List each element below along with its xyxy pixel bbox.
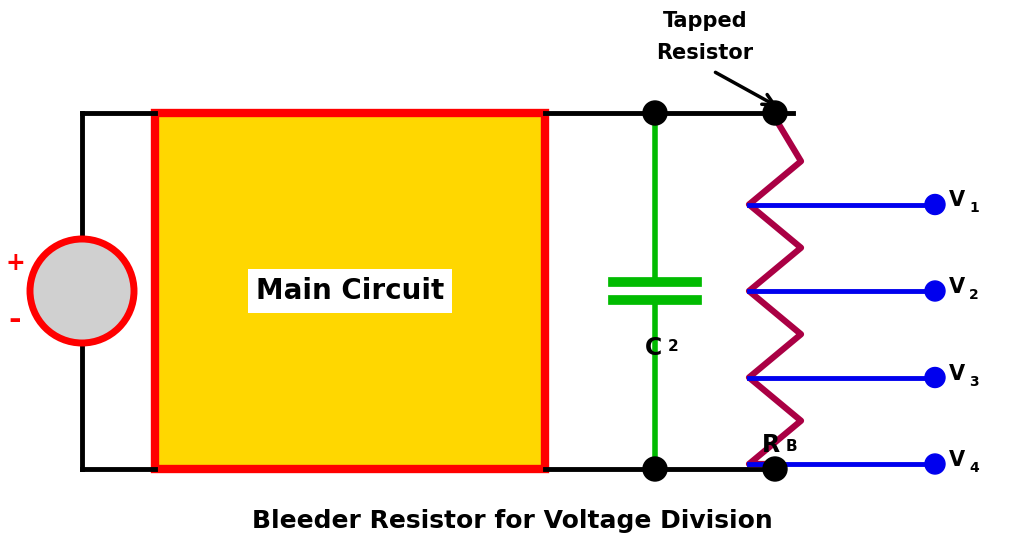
Text: 4: 4 xyxy=(969,461,979,475)
Circle shape xyxy=(763,457,787,481)
Text: 2: 2 xyxy=(668,339,678,354)
Circle shape xyxy=(643,457,667,481)
Circle shape xyxy=(925,195,945,214)
Text: Tapped: Tapped xyxy=(663,11,748,31)
Text: 3: 3 xyxy=(969,375,979,388)
Circle shape xyxy=(925,454,945,474)
Circle shape xyxy=(925,368,945,387)
Text: 2: 2 xyxy=(969,288,979,302)
Circle shape xyxy=(763,101,787,125)
FancyBboxPatch shape xyxy=(155,113,545,469)
Circle shape xyxy=(643,101,667,125)
Text: -: - xyxy=(8,306,22,336)
Text: V: V xyxy=(949,364,966,383)
Text: C: C xyxy=(644,336,662,360)
Text: Bleeder Resistor for Voltage Division: Bleeder Resistor for Voltage Division xyxy=(252,509,772,533)
Text: R: R xyxy=(762,433,780,457)
Text: Resistor: Resistor xyxy=(656,43,754,63)
Circle shape xyxy=(30,239,134,343)
Text: B: B xyxy=(785,439,797,454)
Text: 1: 1 xyxy=(969,202,979,215)
Text: V: V xyxy=(949,450,966,470)
Text: V: V xyxy=(949,191,966,210)
Text: Main Circuit: Main Circuit xyxy=(256,277,444,305)
Text: +: + xyxy=(5,251,25,275)
Text: V: V xyxy=(949,277,966,297)
Circle shape xyxy=(925,281,945,301)
